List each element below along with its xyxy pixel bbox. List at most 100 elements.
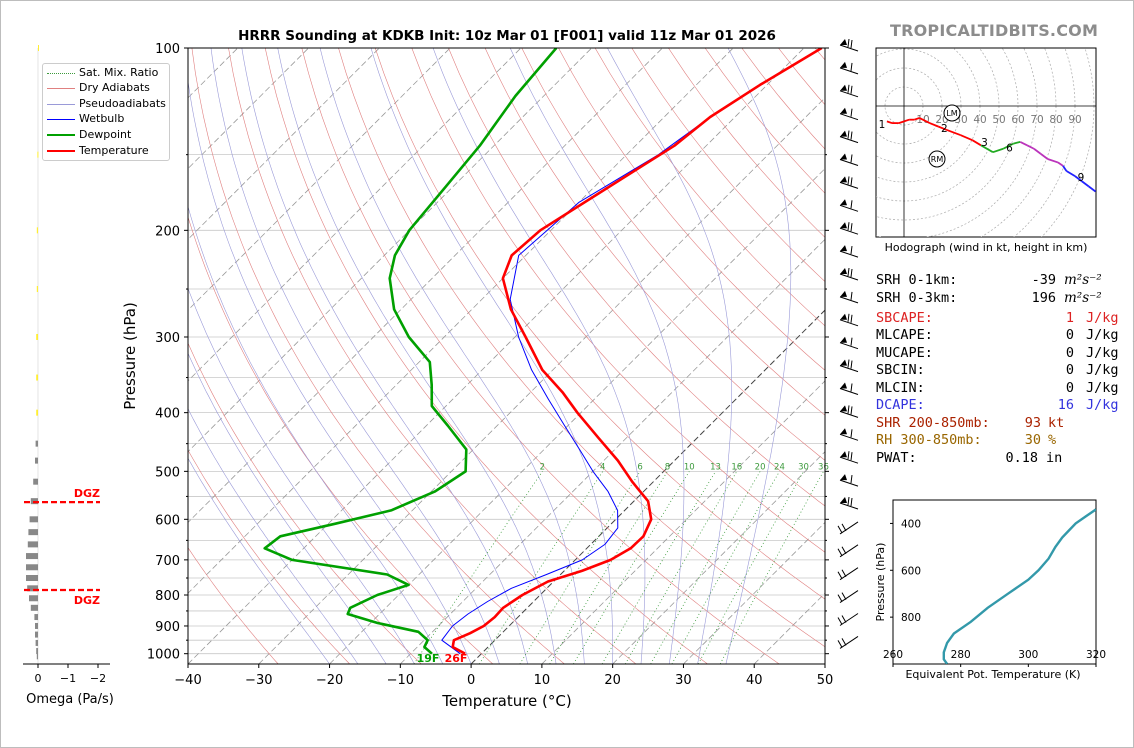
barb-flag [840,199,847,206]
barb-staff [839,67,859,75]
barb-feather [847,130,850,139]
temperature-line [451,48,823,655]
barb-feather [837,548,843,557]
hodograph-frame [875,47,1097,238]
wind-barb [839,290,859,304]
wind-barb [837,521,859,535]
omega-bar [28,529,38,536]
y-tick-label: 600 [155,513,180,528]
barb-staff [839,521,859,535]
hodograph-segment [946,129,961,136]
hodograph-ring-label: 90 [1068,114,1081,126]
hodograph-segment [1013,141,1021,145]
index-value: 196 [1031,290,1056,306]
barb-feather [841,592,847,600]
wind-barb [837,590,859,604]
isotherm [683,521,825,664]
barb-flag [840,245,847,252]
barb-flag [840,405,847,412]
isotherm [188,48,592,453]
barb-feather [847,222,850,231]
index-unit: J/kg [1086,380,1119,396]
barb-feather [850,108,853,117]
barb-feather [850,85,853,94]
surface-dewpoint-label: 19F [417,652,440,665]
barb-feather [837,640,843,648]
barb-flag [840,107,847,114]
mixing-ratio-line [478,471,604,664]
hodograph-segment [1002,146,1008,150]
mixing-ratio-line [624,471,738,664]
barb-feather [850,62,853,71]
index-name: RH 300-850mb: [876,432,982,448]
barb-staff [839,544,859,558]
site-watermark: TROPICALTIDBITS.COM [890,21,1099,40]
wetbulb-line [441,48,822,655]
barb-feather [850,177,853,186]
hodograph-height-label: 1 [879,119,886,131]
omega-bar [26,575,38,582]
barb-staff [839,479,859,487]
dry-adiabat [521,48,825,416]
hodograph-segment [1047,158,1059,164]
barb-staff [839,159,859,166]
barb-flag [840,451,847,458]
y-tick-label: 200 [155,224,180,239]
wind-barb [839,451,859,464]
dry-adiabat [594,48,825,327]
hodograph-height-label: 9 [1078,172,1085,184]
mixing-ratio-line [719,471,824,664]
dewpoint-line [263,48,558,655]
wind-barb [839,130,859,144]
omega-bar [35,631,38,638]
barb-flag [840,336,847,343]
storm-motion-label: RM [931,155,944,164]
isotherm [188,48,805,664]
mixing-ratio-label: 16 [731,462,742,472]
dry-adiabat [558,48,825,371]
index-value: 93 [1024,415,1041,431]
omega-axis-label: Omega (Pa/s) [26,692,114,707]
wind-barb [837,567,859,581]
theta-e-x-tick-label: 280 [951,649,971,661]
hodograph-segment [1065,170,1076,177]
x-tick-label: −30 [245,673,272,688]
hodograph-segment [1057,161,1064,167]
storm-motion-marker [928,150,946,168]
barb-feather [847,405,850,414]
chart-title: HRRR Sounding at KDKB Init: 10z Mar 01 [… [238,28,776,44]
mixing-ratio-label: 13 [710,462,721,472]
barb-feather [850,452,853,461]
barb-feather [847,496,850,506]
hodograph-segment [918,117,931,124]
barb-flag [840,313,847,320]
mixing-ratio-label: 30 [798,462,809,472]
pseudoadiabat [188,408,359,664]
dgz-label: DGZ [74,594,100,607]
barb-feather [850,406,853,415]
dry-adiabat [188,449,350,664]
legend-label: Temperature [79,144,149,157]
omega-x-tick-label: −1 [60,672,76,685]
barb-feather [850,337,853,346]
pseudoadiabat [188,205,444,664]
y-tick-label: 700 [155,554,180,569]
omega-bar [36,374,38,381]
barb-feather [850,200,853,209]
storm-motion-label: LM [946,109,957,118]
wind-barb [839,107,859,121]
barb-flag [840,153,847,160]
omega-bar [35,622,38,629]
chart-legend: Sat. Mix. Ratio Dry Adiabats Pseudoadiab… [42,63,170,161]
wind-barb [839,38,859,52]
barb-feather [841,546,847,555]
index-value: 16 [1057,397,1074,413]
pseudoadiabat [277,48,557,664]
hodograph-segment [960,134,973,142]
barb-feather [850,291,853,300]
theta-e-x-tick-label: 320 [1086,649,1106,661]
barb-flag [840,61,847,68]
mixing-ratio-line [573,471,690,664]
pseudoadiabat [725,48,792,664]
